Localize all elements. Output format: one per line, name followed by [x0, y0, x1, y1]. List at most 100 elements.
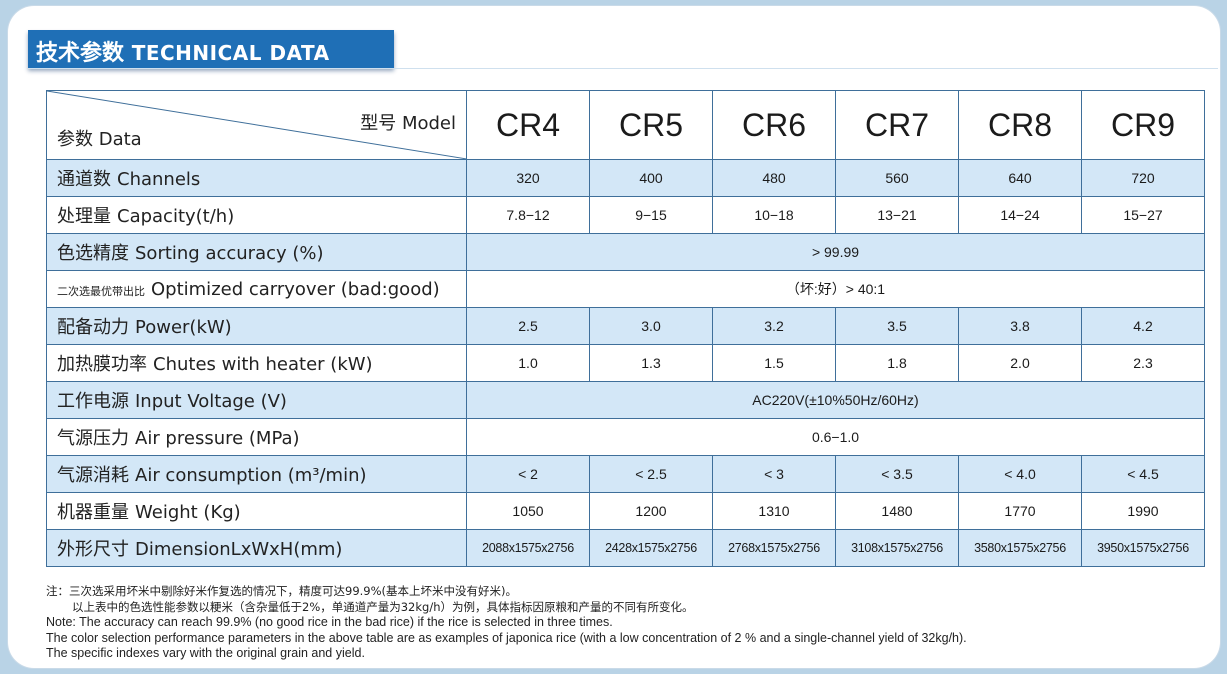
row-label-cell: 配备动力 Power(kW): [46, 307, 467, 345]
value-cell: 560: [835, 159, 959, 197]
table-row: 色选精度 Sorting accuracy (%) > 99.99: [46, 233, 1205, 271]
row-label-en: Channels: [117, 169, 201, 190]
corner-model-label: 型号 Model: [360, 113, 456, 134]
row-label-en: Power(kW): [135, 317, 232, 338]
value-cell: 3.2: [712, 307, 836, 345]
value-cell: 3.8: [958, 307, 1082, 345]
model-header-cell: CR9: [1081, 90, 1205, 160]
row-label-en: Optimized carryover (bad:good): [151, 278, 440, 300]
value-cell: 400: [589, 159, 713, 197]
row-label-zh: 工作电源: [57, 391, 129, 412]
row-label-cell: 加热膜功率 Chutes with heater (kW): [46, 344, 467, 382]
value-cell: 7.8−12: [466, 196, 590, 234]
footnotes: 注：三次选采用坏米中剔除好米作复选的情况下，精度可达99.9%(基本上坏米中没有…: [46, 584, 1211, 662]
table-row: 机器重量 Weight (Kg) 1050 1200 1310 1480 1770 1990: [46, 492, 1205, 530]
row-label-cell: 处理量 Capacity(t/h): [46, 196, 467, 234]
row-label-en: DimensionLxWxH(mm): [135, 539, 343, 560]
merged-value-cell: > 99.99: [466, 233, 1205, 271]
title-divider: [28, 68, 1218, 69]
value-cell: 9−15: [589, 196, 713, 234]
value-cell: 1200: [589, 492, 713, 530]
model-header-cell: CR4: [466, 90, 590, 160]
table-row: 工作电源 Input Voltage (V) AC220V(±10%50Hz/60H…: [46, 381, 1205, 419]
value-cell: 720: [1081, 159, 1205, 197]
row-label-zh: 配备动力: [57, 317, 129, 338]
row-label-en: Sorting accuracy (%): [135, 243, 324, 264]
value-cell: 1.3: [589, 344, 713, 382]
note-en-2: The color selection performance paramete…: [46, 630, 967, 645]
value-cell: 3.0: [589, 307, 713, 345]
row-label-cell: 工作电源 Input Voltage (V): [46, 381, 467, 419]
value-cell: 1.5: [712, 344, 836, 382]
row-label-en: Capacity(t/h): [117, 206, 235, 227]
value-cell: 1990: [1081, 492, 1205, 530]
row-label-cell: 气源压力 Air pressure (MPa): [46, 418, 467, 456]
section-title: 技术参数 TECHNICAL DATA: [36, 35, 330, 67]
table-row: 气源消耗 Air consumption (m³/min) < 2 < 2.5 < 3 <…: [46, 455, 1205, 493]
table-row: 通道数 Channels 320 400 480 560 640 720: [46, 159, 1205, 197]
row-label-cell: 外形尺寸 DimensionLxWxH(mm): [46, 529, 467, 567]
value-cell: 1.0: [466, 344, 590, 382]
section-title-zh: 技术参数: [36, 41, 125, 66]
value-cell: 4.2: [1081, 307, 1205, 345]
value-cell: 2768x1575x2756: [712, 529, 836, 567]
value-cell: 320: [466, 159, 590, 197]
value-cell: 2088x1575x2756: [466, 529, 590, 567]
value-cell: < 3: [712, 455, 836, 493]
row-label-zh: 通道数: [57, 169, 111, 190]
model-header-cell: CR7: [835, 90, 959, 160]
value-cell: 1770: [958, 492, 1082, 530]
value-cell: 2.5: [466, 307, 590, 345]
table-corner-cell: 型号 Model 参数 Data: [46, 90, 467, 160]
value-cell: 1.8: [835, 344, 959, 382]
technical-data-table: 型号 Model 参数 Data CR4 CR5 CR6 CR7 CR8 CR9 通道数 Chan…: [46, 90, 1205, 567]
row-label-en: Air pressure (MPa): [135, 428, 300, 449]
value-cell: 3580x1575x2756: [958, 529, 1082, 567]
table-header-row: 型号 Model 参数 Data CR4 CR5 CR6 CR7 CR8 CR9: [46, 90, 1205, 160]
value-cell: 1050: [466, 492, 590, 530]
value-cell: 1480: [835, 492, 959, 530]
table-row: 气源压力 Air pressure (MPa) 0.6−1.0: [46, 418, 1205, 456]
model-header-cell: CR6: [712, 90, 836, 160]
row-label-zh: 色选精度: [57, 243, 129, 264]
value-cell: < 2: [466, 455, 590, 493]
value-cell: < 4.0: [958, 455, 1082, 493]
row-label-cell: 通道数 Channels: [46, 159, 467, 197]
value-cell: < 2.5: [589, 455, 713, 493]
value-cell: 14−24: [958, 196, 1082, 234]
row-label-zh: 外形尺寸: [57, 539, 129, 560]
row-label-en: Weight (Kg): [135, 502, 241, 523]
row-label-en: Air consumption (m³/min): [135, 465, 367, 486]
value-cell: 2.3: [1081, 344, 1205, 382]
table-row: 加热膜功率 Chutes with heater (kW) 1.0 1.3 1.5 1.8…: [46, 344, 1205, 382]
row-label-zh: 气源消耗: [57, 465, 129, 486]
row-label-cell: 色选精度 Sorting accuracy (%): [46, 233, 467, 271]
row-label-zh: 机器重量: [57, 502, 129, 523]
model-header-cell: CR5: [589, 90, 713, 160]
value-cell: < 4.5: [1081, 455, 1205, 493]
row-label-cell: 二次选最优带出比 Optimized carryover (bad:good): [46, 270, 467, 308]
value-cell: 3.5: [835, 307, 959, 345]
row-label-zh: 处理量: [57, 206, 111, 227]
row-label-cell: 机器重量 Weight (Kg): [46, 492, 467, 530]
merged-value-cell: AC220V(±10%50Hz/60Hz): [466, 381, 1205, 419]
value-cell: 3950x1575x2756: [1081, 529, 1205, 567]
corner-diagonal-line: [47, 91, 466, 159]
table-row: 二次选最优带出比 Optimized carryover (bad:good) （坏…: [46, 270, 1205, 308]
row-label-zh: 二次选最优带出比: [57, 284, 145, 298]
value-cell: 2.0: [958, 344, 1082, 382]
value-cell: 640: [958, 159, 1082, 197]
value-cell: 480: [712, 159, 836, 197]
section-title-en: TECHNICAL DATA: [131, 41, 330, 65]
table-row: 配备动力 Power(kW) 2.5 3.0 3.2 3.5 3.8 4.2: [46, 307, 1205, 345]
row-label-zh: 气源压力: [57, 428, 129, 449]
section-title-bar: 技术参数 TECHNICAL DATA: [28, 30, 394, 68]
model-header-cell: CR8: [958, 90, 1082, 160]
value-cell: 2428x1575x2756: [589, 529, 713, 567]
value-cell: < 3.5: [835, 455, 959, 493]
value-cell: 15−27: [1081, 196, 1205, 234]
row-label-en: Input Voltage (V): [135, 391, 287, 412]
row-label-zh: 加热膜功率: [57, 354, 147, 375]
row-label-en: Chutes with heater (kW): [153, 354, 373, 375]
value-cell: 10−18: [712, 196, 836, 234]
